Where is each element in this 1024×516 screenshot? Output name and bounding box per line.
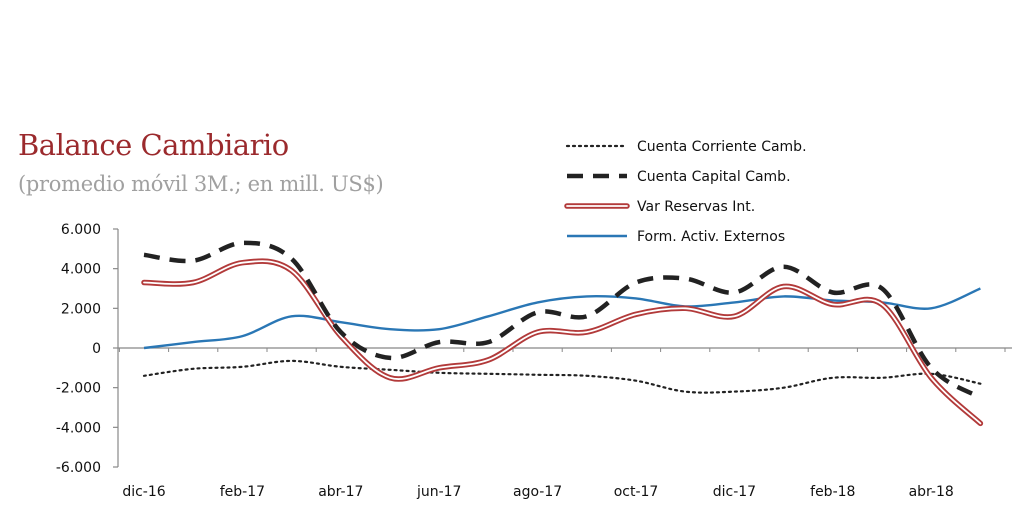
legend-label-var-reservas-int: Var Reservas Int.	[637, 199, 755, 215]
x-tick-label: jun-17	[416, 484, 462, 500]
x-tick-label: ago-17	[513, 484, 562, 500]
y-tick-label: 2.000	[61, 301, 101, 317]
series-line-cuenta-corriente-camb	[142, 359, 982, 394]
legend-label-cuenta-corriente-camb: Cuenta Corriente Camb.	[637, 139, 807, 155]
x-tick-label: abr-17	[318, 484, 363, 500]
chart-title: Balance Cambiario	[18, 128, 289, 162]
legend-label-form-activ-externos: Form. Activ. Externos	[637, 229, 785, 245]
x-tick-label: dic-16	[122, 484, 165, 500]
y-tick-label: -2.000	[56, 381, 101, 397]
y-tick-label: 6.000	[61, 222, 101, 238]
x-tick-label: oct-17	[614, 484, 659, 500]
y-tick-label: -4.000	[56, 420, 101, 436]
chart-subtitle: (promedio móvil 3M.; en mill. US$)	[18, 172, 384, 196]
series-line-var-reservas-int	[141, 258, 984, 427]
y-tick-label: -6.000	[56, 460, 101, 476]
x-tick-label: feb-17	[220, 484, 265, 500]
legend-label-cuenta-capital-camb: Cuenta Capital Camb.	[637, 169, 791, 185]
x-tick-label: abr-18	[909, 484, 954, 500]
series-line-var-reservas-int-inner	[143, 260, 982, 425]
series-line-form-activ-externos	[143, 287, 981, 350]
y-tick-label: 4.000	[61, 262, 101, 278]
y-tick-label: 0	[92, 341, 101, 357]
x-tick-label: dic-17	[713, 484, 756, 500]
x-tick-label: feb-18	[810, 484, 855, 500]
